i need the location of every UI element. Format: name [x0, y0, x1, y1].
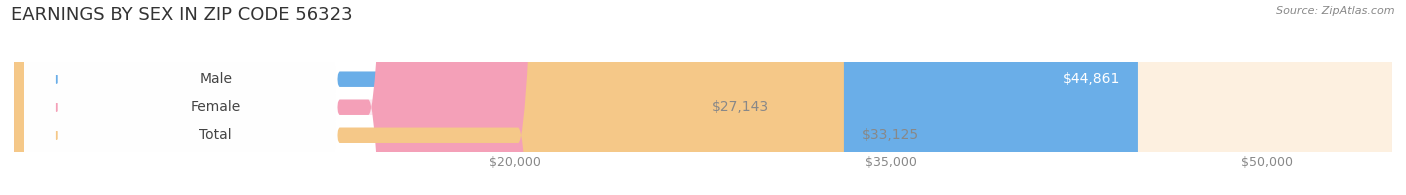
Text: $44,861: $44,861: [1063, 72, 1121, 86]
Text: Source: ZipAtlas.com: Source: ZipAtlas.com: [1277, 6, 1395, 16]
FancyBboxPatch shape: [14, 0, 1137, 195]
FancyBboxPatch shape: [14, 0, 695, 195]
FancyBboxPatch shape: [24, 0, 337, 195]
FancyBboxPatch shape: [14, 0, 1392, 195]
FancyBboxPatch shape: [24, 0, 337, 195]
Text: Female: Female: [191, 100, 240, 114]
FancyBboxPatch shape: [14, 0, 1392, 195]
FancyBboxPatch shape: [24, 0, 337, 195]
FancyBboxPatch shape: [14, 0, 1392, 195]
Text: $27,143: $27,143: [711, 100, 769, 114]
Text: Total: Total: [200, 128, 232, 142]
FancyBboxPatch shape: [14, 0, 844, 195]
Text: Male: Male: [200, 72, 232, 86]
Text: EARNINGS BY SEX IN ZIP CODE 56323: EARNINGS BY SEX IN ZIP CODE 56323: [11, 6, 353, 24]
Text: $33,125: $33,125: [862, 128, 918, 142]
